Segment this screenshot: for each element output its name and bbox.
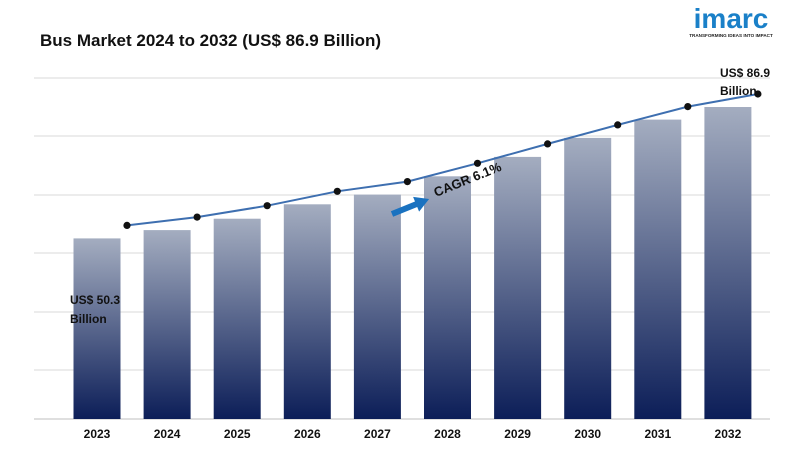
- imarc-logo: imarc TRANSFORMING IDEAS INTO IMPACT: [676, 5, 786, 45]
- trend-marker-2030: [614, 121, 622, 129]
- bar-2028: [424, 176, 471, 419]
- x-tick-2024: 2024: [154, 427, 181, 441]
- x-tick-2026: 2026: [294, 427, 321, 441]
- logo-tagline: TRANSFORMING IDEAS INTO IMPACT: [689, 33, 773, 38]
- start-unit-label: Billion: [70, 312, 107, 326]
- x-tick-labels: 2023 2024 2025 2026 2027 2028 2029 2030 2031 2032: [84, 427, 742, 441]
- bar-2025: [213, 218, 261, 419]
- end-value-label: US$ 86.9: [720, 66, 770, 80]
- trend-marker-2023: [123, 221, 131, 229]
- bars: [73, 107, 752, 419]
- trend-marker-2029: [544, 140, 552, 148]
- x-tick-2029: 2029: [504, 427, 531, 441]
- cagr-arrow-icon: [390, 196, 430, 217]
- trend-marker-2024: [193, 213, 201, 221]
- x-tick-2025: 2025: [224, 427, 251, 441]
- chart-title: Bus Market 2024 to 2032 (US$ 86.9 Billio…: [40, 31, 382, 50]
- bar-2026: [283, 204, 331, 419]
- trend-line: [126, 93, 759, 227]
- x-tick-2032: 2032: [715, 427, 742, 441]
- trend-marker-2025: [263, 202, 271, 210]
- start-value-label: US$ 50.3: [70, 293, 120, 307]
- trend-line-group: [123, 90, 762, 229]
- bar-2029: [494, 156, 542, 419]
- bar-2023: [73, 238, 121, 419]
- trend-marker-2026: [333, 187, 341, 195]
- x-tick-2028: 2028: [434, 427, 461, 441]
- bar-2024: [143, 230, 191, 419]
- trend-marker-2032: [754, 90, 762, 98]
- trend-marker-2031: [684, 103, 692, 111]
- bar-2030: [564, 137, 612, 419]
- bar-2032: [704, 107, 752, 419]
- trend-marker-2028: [473, 159, 482, 167]
- trend-marker-2027: [403, 178, 411, 186]
- x-tick-2023: 2023: [84, 427, 111, 441]
- x-tick-2031: 2031: [644, 427, 671, 441]
- logo-wordmark: imarc: [693, 3, 769, 34]
- bar-2027: [353, 194, 401, 419]
- x-tick-2027: 2027: [364, 427, 391, 441]
- bar-2031: [634, 119, 682, 419]
- end-unit-label: Billion: [720, 84, 757, 98]
- x-tick-2030: 2030: [574, 427, 601, 441]
